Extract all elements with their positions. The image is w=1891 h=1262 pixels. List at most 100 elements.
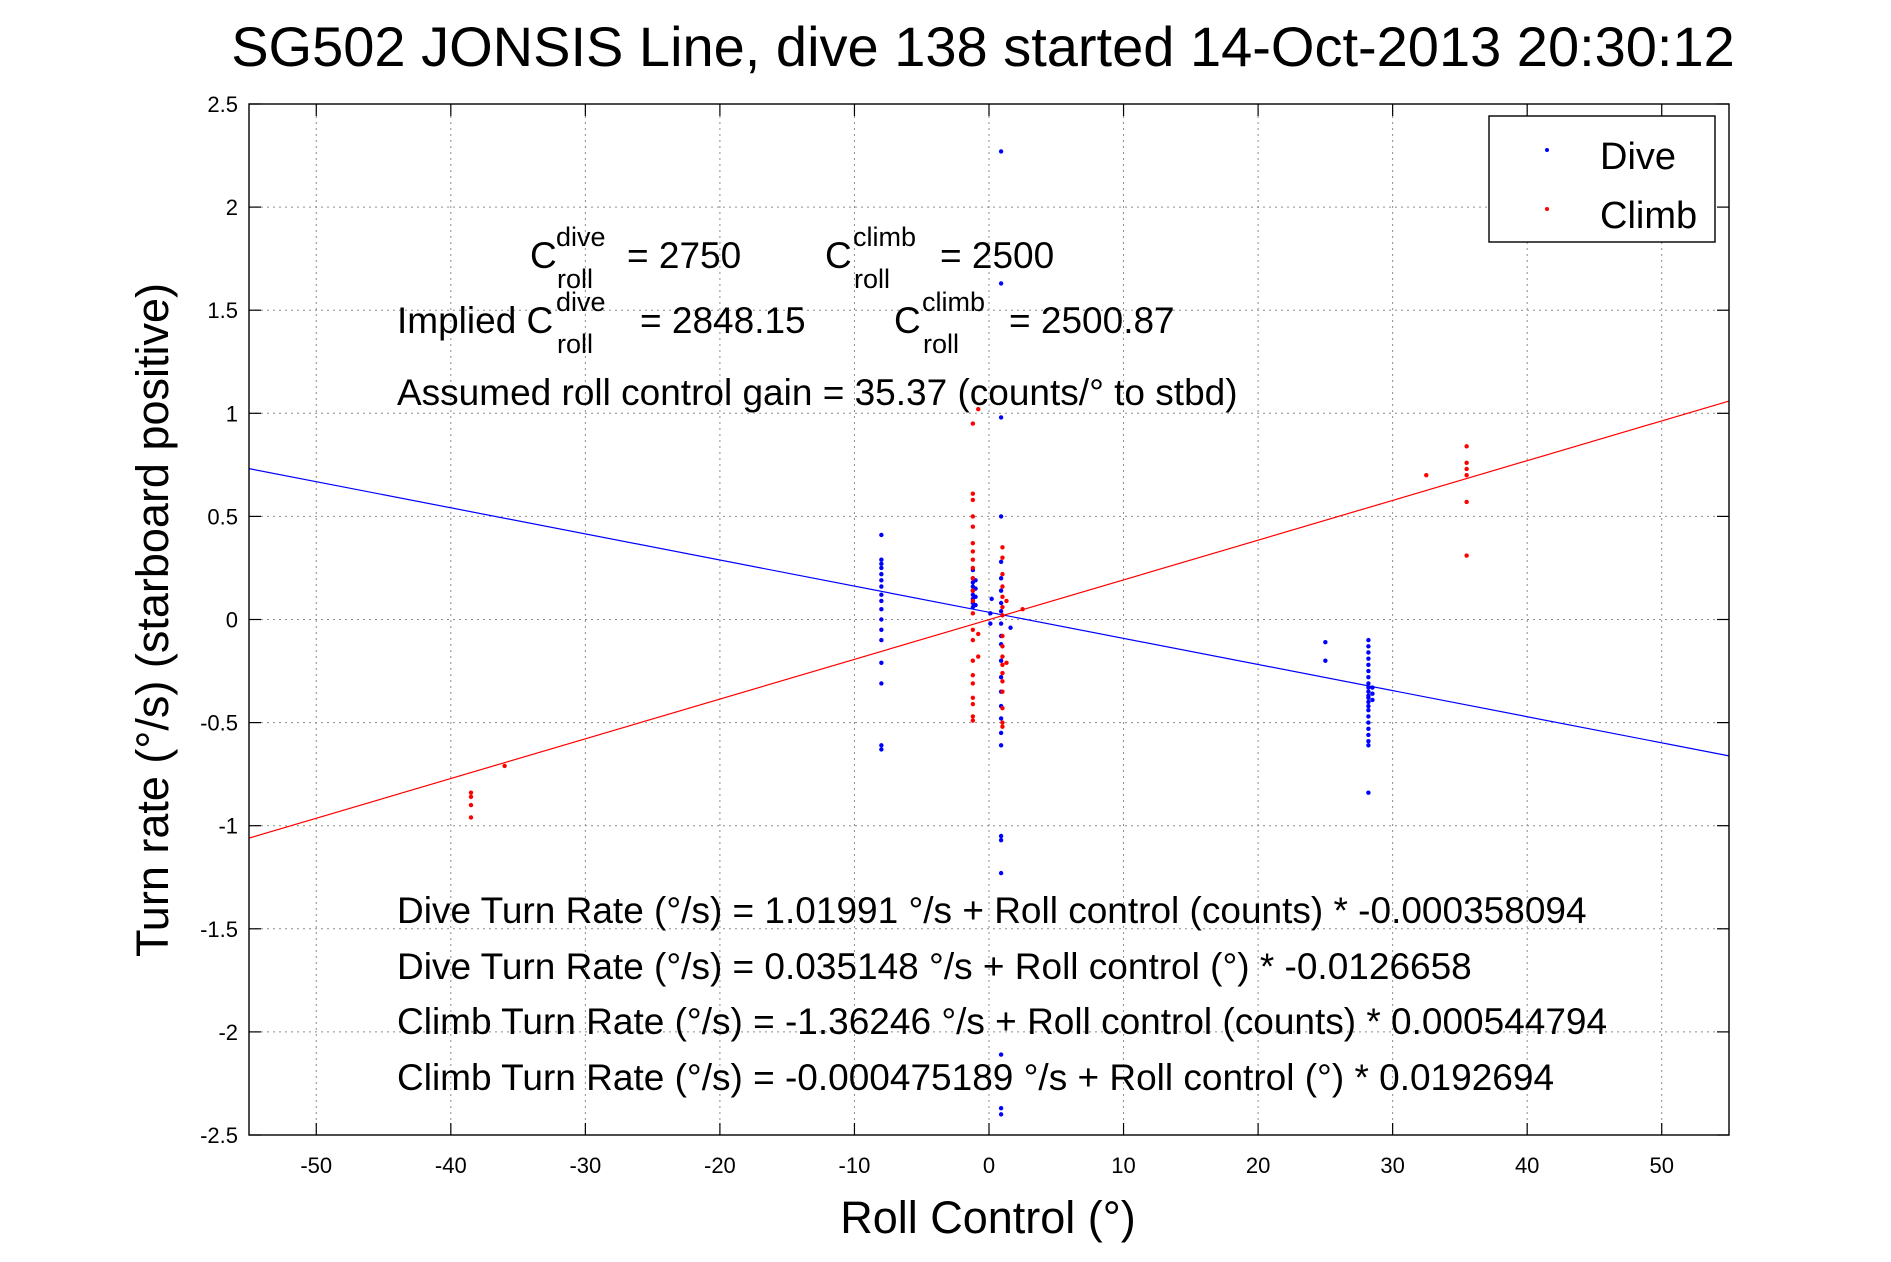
data-point-dive [1366, 699, 1371, 705]
data-point-dive [998, 576, 1004, 581]
data-point-dive [998, 600, 1004, 606]
data-point-dive [998, 1052, 1004, 1057]
equation-climb-degrees: Climb Turn Rate (°/s) = -0.000475189 °/s… [397, 1057, 1554, 1098]
data-point-dive [1366, 743, 1371, 748]
legend-label-climb: Climb [1600, 195, 1697, 237]
data-point-climb [1424, 472, 1429, 478]
data-point-climb [1000, 545, 1005, 550]
data-point-climb [1000, 604, 1005, 610]
data-point-climb [1000, 654, 1005, 659]
data-point-dive [973, 594, 978, 600]
data-point-dive [879, 584, 884, 589]
implied-dive-prefix: Implied C [397, 300, 553, 341]
data-point-dive [879, 565, 884, 571]
data-point-climb [1464, 444, 1469, 449]
data-point-climb [1000, 594, 1005, 600]
x-tick-label: -40 [435, 1153, 467, 1178]
data-point-dive [998, 415, 1004, 420]
x-tick-label: -20 [704, 1153, 736, 1178]
data-point-dive [879, 606, 884, 612]
data-point-dive [998, 1105, 1004, 1111]
data-point-climb [970, 672, 976, 678]
data-point-climb [976, 654, 981, 659]
data-point-dive [998, 514, 1004, 519]
data-point-dive [879, 557, 884, 562]
x-tick-labels: -50 -40 -30 -20 -10 0 10 20 30 40 50 [300, 1153, 1674, 1178]
data-point-dive [1366, 738, 1371, 744]
data-point-climb [970, 658, 976, 663]
data-point-dive [988, 611, 993, 616]
data-point-dive [1366, 675, 1371, 680]
x-tick-label: 10 [1111, 1153, 1135, 1178]
data-point-climb [1000, 613, 1005, 618]
data-point-climb [1464, 460, 1469, 465]
data-point-dive [879, 598, 884, 604]
data-point-climb [1464, 499, 1469, 505]
data-point-climb [1000, 724, 1005, 729]
data-point-climb [1000, 670, 1005, 676]
data-point-dive [1366, 650, 1371, 655]
data-point-climb [468, 794, 474, 800]
data-point-dive [879, 578, 884, 583]
data-point-dive [1366, 637, 1371, 643]
y-tick-label: 2 [226, 195, 238, 220]
data-point-climb [1000, 633, 1005, 639]
data-point-climb [970, 611, 976, 616]
data-point-dive [1366, 726, 1371, 731]
data-point-dive [1370, 697, 1375, 703]
c-dive-value: = 2750 [627, 235, 741, 276]
fit-line-climb [248, 400, 1730, 839]
implied-climb-sup: climb [922, 287, 985, 317]
data-point-climb [970, 565, 976, 571]
c-dive-sup: dive [556, 222, 606, 252]
data-point-climb [970, 557, 976, 562]
data-point-dive [1366, 644, 1371, 649]
legend-marker-climb [1545, 207, 1549, 211]
data-point-dive [1366, 790, 1371, 795]
data-point-climb [502, 763, 507, 769]
gain-annotation: Assumed roll control gain = 35.37 (count… [397, 372, 1238, 413]
data-point-climb [1000, 679, 1005, 684]
data-point-dive [998, 559, 1004, 564]
data-point-dive [998, 870, 1004, 876]
data-point-climb [1000, 662, 1005, 668]
data-point-climb [976, 406, 981, 412]
x-tick-label: 20 [1246, 1153, 1270, 1178]
data-point-dive [998, 609, 1004, 614]
c-climb-value: = 2500 [940, 235, 1054, 276]
data-point-climb [1000, 584, 1005, 589]
data-point-dive [1366, 732, 1371, 738]
x-tick-label: 0 [983, 1153, 995, 1178]
data-point-climb [1000, 571, 1005, 577]
data-point-climb [1464, 466, 1469, 472]
data-point-dive [1366, 695, 1371, 701]
y-tick-label: -2.5 [200, 1123, 238, 1148]
data-point-dive [973, 602, 978, 608]
legend: Dive Climb [1488, 115, 1716, 243]
y-axis-label: Turn rate (°/s) (starboard positive) [127, 283, 178, 957]
implied-climb-sub: roll [923, 329, 959, 359]
data-point-dive [879, 617, 884, 622]
data-point-climb [468, 790, 474, 795]
data-point-climb [970, 695, 976, 701]
data-point-climb [970, 576, 976, 581]
data-point-dive [1366, 714, 1371, 719]
data-point-climb [970, 421, 976, 426]
c-climb-sup: climb [853, 222, 916, 252]
equation-dive-degrees: Dive Turn Rate (°/s) = 0.035148 °/s + Ro… [397, 946, 1472, 987]
x-tick-label: 50 [1649, 1153, 1673, 1178]
x-tick-label: -30 [569, 1153, 601, 1178]
data-point-climb [1464, 553, 1469, 558]
data-point-dive [998, 1112, 1004, 1117]
data-point-climb [1000, 644, 1005, 649]
data-point-climb [1004, 660, 1009, 666]
c-climb-letter: C [825, 235, 852, 276]
data-point-dive [998, 658, 1004, 663]
data-point-dive [998, 149, 1004, 154]
data-point-dive [998, 743, 1004, 748]
data-point-dive [879, 681, 884, 686]
data-point-climb [1000, 705, 1005, 711]
legend-marker-dive [1545, 148, 1549, 152]
c-dive-sub: roll [557, 264, 593, 294]
